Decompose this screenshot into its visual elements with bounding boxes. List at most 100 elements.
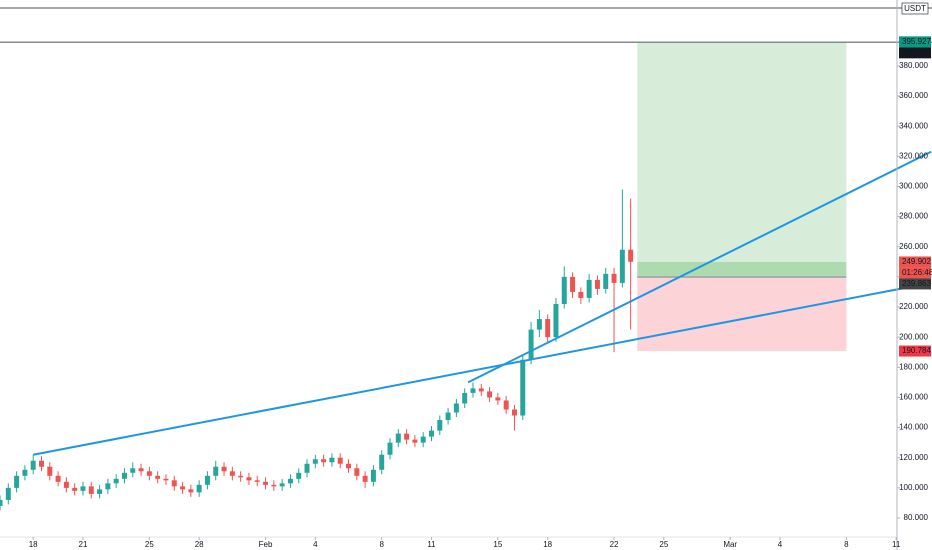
candle-body [130,468,136,473]
candle-body [63,481,69,488]
y-tick-label: 380.000 [899,61,928,70]
candle-body [619,249,625,283]
candle-body [511,409,517,416]
candle-body [495,397,501,401]
candle-body [470,388,476,393]
candle-body [22,469,28,476]
candle-body [279,483,285,487]
candle-body [487,391,493,398]
candle-body [5,487,11,500]
x-tick-label: 8 [844,540,849,549]
x-tick-label: 11 [427,540,436,549]
candle-body [221,466,227,472]
candle-body [204,475,210,485]
candle-body [0,499,3,506]
candle-body [561,276,567,304]
y-tick-label: 280.000 [899,212,928,221]
candle-body [14,475,20,488]
candle-body [594,279,600,289]
y-tick-label: 80.000 [904,513,929,522]
candle-body [196,484,202,493]
candle-body [429,430,434,437]
y-tick-label: 200.000 [899,332,928,341]
open-profit-zone [637,261,847,278]
candle-body [337,457,343,464]
candle-body [437,420,443,431]
x-tick-label: 4 [313,540,318,549]
plot-area [0,7,932,511]
price-label-box [899,256,931,268]
x-tick-label: 25 [145,540,154,549]
y-tick-label: 180.000 [899,362,928,371]
candle-body [603,273,609,289]
candle-body [395,433,401,443]
candle-body [329,457,335,463]
price-label-box [899,36,931,48]
x-tick-label: 21 [79,540,88,549]
trendline [33,281,932,456]
x-tick-label: 8 [379,540,384,549]
candle-body [88,486,94,494]
price-label-box [899,345,931,357]
candle-body [503,400,509,410]
y-tick-label: 220.000 [899,302,928,311]
candle-body [420,436,426,443]
candle-body [146,471,152,476]
candle-body [586,279,592,298]
candle-body [545,319,551,338]
candle-body [55,475,61,482]
candle-body [536,319,542,330]
x-tick-label: 28 [195,540,204,549]
candle-body [304,463,310,473]
x-tick-label: 11 [892,540,901,549]
candle-body [445,412,451,421]
x-tick-label: Mar [723,540,737,549]
candle-body [138,468,144,472]
x-tick-label: 4 [778,540,783,549]
candle-body [246,477,252,481]
quote-label: USDT [904,4,926,13]
price-label-box [899,47,931,59]
candle-body [39,460,44,467]
price-label: 190.784 [902,346,931,355]
price-label: 395.753 [902,48,931,57]
candle-body [570,276,576,292]
candle-body [611,273,617,283]
candle-body [163,478,169,481]
candle-body [171,480,177,487]
candle-body [346,463,351,469]
candle-body [404,433,410,440]
countdown-label: 01:26:48 [902,268,932,277]
price-label: 249.902 [902,257,931,266]
y-tick-label: 320.000 [899,151,928,160]
candle-body [628,249,634,262]
candle-body [105,483,111,490]
y-tick-label: 120.000 [899,453,928,462]
x-tick-label: 15 [493,540,502,549]
candle-body [321,459,327,463]
candle-body [254,480,260,482]
candle-body [121,472,127,479]
candle-body [412,439,418,443]
candle-body [528,329,534,360]
x-tick-label: 22 [610,540,619,549]
y-tick-label: 100.000 [899,483,928,492]
candle-body [362,475,368,482]
candle-body [271,484,277,487]
candle-body [213,466,219,476]
quote-box [901,2,929,15]
y-tick-label: 260.000 [899,242,928,251]
candle-body [553,303,559,338]
candle-body [80,486,86,491]
y-tick-label: 360.000 [899,91,928,100]
candle-body [97,489,103,494]
y-tick-label: 160.000 [899,393,928,402]
y-tick-label: 140.000 [899,423,928,432]
x-tick-label: 18 [29,540,38,549]
candle-body [354,468,360,476]
candle-body [72,487,78,491]
candle-body [113,478,119,484]
candle-body [188,489,194,493]
